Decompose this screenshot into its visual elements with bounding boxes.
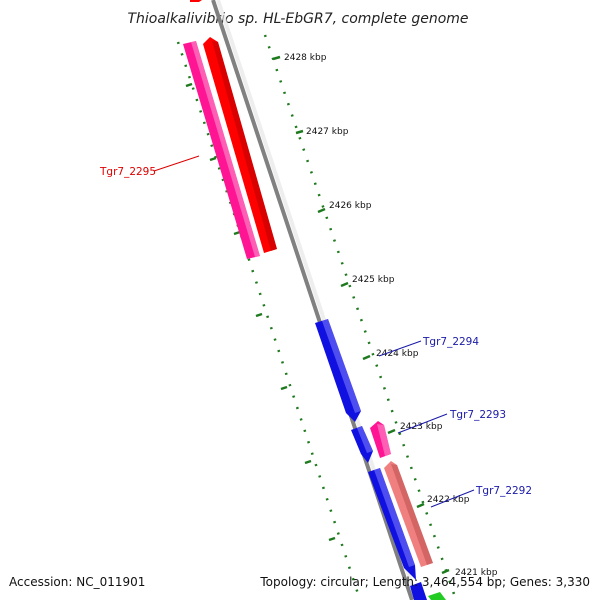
major-tick: [272, 55, 281, 61]
outer-major-tick: [233, 230, 241, 236]
tick-label: 2424 kbp: [376, 349, 419, 359]
outer-major-tick-marks: [185, 82, 336, 542]
tick-label: 2421 kbp: [455, 568, 498, 578]
gene-bottom-green[interactable]: [428, 592, 446, 600]
gene-arrow-red-shade: [212, 41, 277, 251]
leader-line-tgr7-2293: [397, 413, 448, 434]
outer-major-tick: [328, 536, 336, 542]
gene-tgr7-2295-shade: [191, 41, 260, 257]
accession-text: Accession: NC_011901: [9, 575, 145, 589]
gene-arrow-top-stub[interactable]: [190, 0, 202, 2]
tick-label: 2428 kbp: [284, 53, 327, 63]
tick-label: 2427 kbp: [306, 127, 349, 137]
inner-tick-ring: [263, 34, 458, 600]
outer-major-tick: [304, 459, 312, 465]
gene-tgr7-2294-shade: [322, 319, 361, 413]
major-tick: [295, 129, 304, 135]
gene-long-blue-shade: [374, 468, 415, 567]
outer-major-tick: [280, 385, 288, 391]
major-tick: [387, 428, 396, 435]
major-tick: [317, 207, 326, 214]
gene-label-tgr7-2292[interactable]: Tgr7_2292: [475, 485, 532, 497]
tick-label: 2423 kbp: [400, 422, 443, 432]
map-title: Thioalkalivibrio sp. HL-EbGR7, complete …: [127, 11, 468, 27]
outer-major-tick: [255, 312, 263, 318]
leader-line-tgr7-2294: [378, 340, 422, 357]
outer-major-tick: [185, 82, 193, 88]
major-tick: [362, 354, 371, 361]
gene-label-tgr7-2294[interactable]: Tgr7_2294: [422, 336, 479, 348]
gene-label-tgr7-2293[interactable]: Tgr7_2293: [449, 409, 506, 421]
gene-small-blue-shade: [357, 426, 373, 453]
major-tick: [340, 281, 349, 288]
summary-text: Topology: circular; Length: 3,464,554 bp…: [259, 575, 590, 589]
gene-label-tgr7-2295[interactable]: Tgr7_2295: [99, 166, 156, 178]
major-tick: [416, 502, 425, 509]
leader-line-tgr7-2295: [153, 155, 200, 172]
major-tick: [441, 568, 450, 575]
major-tick-marks: [272, 55, 450, 575]
gene-tgr7-2293-shade: [377, 424, 391, 456]
tick-label: 2425 kbp: [352, 275, 395, 285]
leader-line-tgr7-2292: [430, 489, 475, 508]
gene-bottom-blue[interactable]: [410, 582, 427, 600]
gene-small-blue[interactable]: [351, 426, 373, 463]
tick-label: 2426 kbp: [329, 201, 372, 211]
outer-tick-ring: [176, 41, 362, 600]
gene-tgr7-2292-shade: [391, 464, 433, 565]
genome-backbone: [211, 0, 414, 600]
outer-major-tick: [209, 156, 217, 162]
